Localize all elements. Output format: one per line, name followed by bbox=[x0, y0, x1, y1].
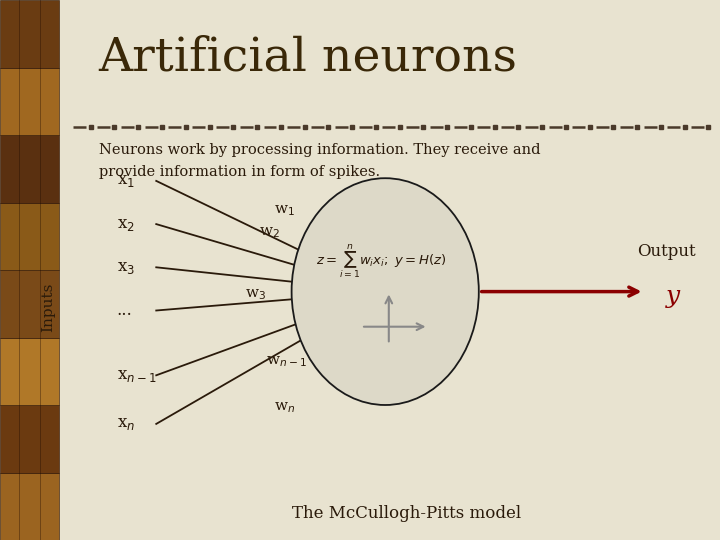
Text: y: y bbox=[666, 286, 680, 308]
Bar bbox=[0, 338, 59, 405]
Text: w$_n$: w$_n$ bbox=[274, 400, 294, 415]
Text: w$_{n-1}$: w$_{n-1}$ bbox=[266, 354, 307, 369]
Text: x$_2$: x$_2$ bbox=[117, 215, 135, 233]
Bar bbox=[0, 472, 59, 540]
Text: w$_1$: w$_1$ bbox=[274, 203, 294, 218]
Text: Neurons work by processing information. They receive and: Neurons work by processing information. … bbox=[99, 143, 540, 157]
Bar bbox=[0, 202, 59, 270]
Text: provide information in form of spikes.: provide information in form of spikes. bbox=[99, 165, 379, 179]
Bar bbox=[0, 68, 59, 135]
Text: x$_{n-1}$: x$_{n-1}$ bbox=[117, 367, 156, 384]
Text: ...: ... bbox=[117, 302, 132, 319]
Text: x$_3$: x$_3$ bbox=[117, 259, 135, 276]
Text: w$_2$: w$_2$ bbox=[259, 225, 280, 240]
Text: x$_n$: x$_n$ bbox=[117, 415, 135, 433]
Bar bbox=[0, 0, 59, 68]
Text: Artificial neurons: Artificial neurons bbox=[99, 35, 518, 80]
Text: Inputs: Inputs bbox=[41, 283, 55, 333]
Text: $z = \sum_{i=1}^{n} w_i x_i;\; y = H(z)$: $z = \sum_{i=1}^{n} w_i x_i;\; y = H(z)$ bbox=[316, 243, 447, 281]
Text: Output: Output bbox=[636, 242, 696, 260]
Bar bbox=[0, 135, 59, 202]
Text: x$_1$: x$_1$ bbox=[117, 172, 135, 190]
Bar bbox=[0, 270, 59, 338]
Bar bbox=[0, 405, 59, 472]
Text: w$_3$: w$_3$ bbox=[245, 287, 266, 302]
Text: The McCullogh-Pitts model: The McCullogh-Pitts model bbox=[292, 504, 521, 522]
Ellipse shape bbox=[292, 178, 479, 405]
